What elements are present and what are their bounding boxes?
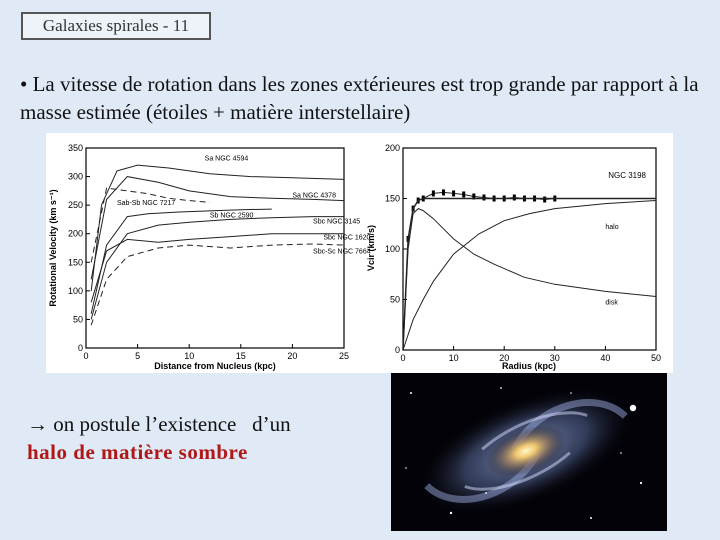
series-label: Sa NGC 4594 bbox=[205, 156, 249, 163]
right-galaxy-label: NGC 3198 bbox=[608, 171, 646, 180]
series-label: halo bbox=[605, 224, 618, 231]
series-line bbox=[90, 187, 210, 263]
right-y-axis-label: Vcir (km/s) bbox=[366, 225, 376, 271]
spiral-galaxy-image bbox=[391, 373, 667, 531]
x-tick-label: 5 bbox=[135, 351, 140, 361]
background-stars bbox=[405, 387, 643, 519]
y-tick-label: 50 bbox=[73, 314, 83, 324]
left-y-axis-label: Rotational Velocity (km s⁻¹) bbox=[48, 189, 58, 306]
data-point bbox=[441, 189, 445, 196]
data-point bbox=[482, 194, 486, 201]
bullet-text: • La vitesse de rotation dans les zones … bbox=[20, 72, 699, 124]
series-line bbox=[90, 233, 344, 303]
right-axis-ticks: 0 10 20 30 40 50 0 50 100 150 200 bbox=[385, 143, 661, 363]
conclusion-text: → on postule l’existence d’un halo de ma… bbox=[27, 410, 291, 466]
left-series-labels: Sa NGC 4594 Sa NGC 4378 Sab-Sb NGC 7217 Sb … bbox=[117, 156, 371, 256]
x-tick-label: 10 bbox=[184, 351, 194, 361]
right-series-labels: disk halo bbox=[605, 224, 618, 307]
data-point bbox=[452, 190, 456, 197]
x-tick-label: 40 bbox=[600, 353, 610, 363]
x-tick-label: 15 bbox=[236, 351, 246, 361]
slide-title: Galaxies spirales - 11 bbox=[42, 16, 190, 35]
series-line bbox=[402, 208, 657, 351]
x-tick-label: 25 bbox=[339, 351, 349, 361]
y-tick-label: 200 bbox=[68, 229, 83, 239]
x-tick-label: 10 bbox=[449, 353, 459, 363]
right-x-axis-label: Radius (kpc) bbox=[502, 361, 556, 371]
series-label: Sbc NGC 3145 bbox=[313, 218, 360, 225]
y-tick-label: 100 bbox=[68, 286, 83, 296]
data-point bbox=[462, 191, 466, 198]
data-point bbox=[431, 190, 435, 197]
left-x-axis-label: Distance from Nucleus (kpc) bbox=[154, 361, 276, 371]
y-tick-label: 150 bbox=[68, 257, 83, 267]
conclusion-highlight: halo de matière sombre bbox=[27, 440, 248, 464]
left-series-group bbox=[90, 164, 345, 326]
left-plot-frame bbox=[85, 147, 345, 349]
series-label: Sab-Sb NGC 7217 bbox=[117, 200, 175, 207]
series-line bbox=[90, 243, 345, 326]
data-point bbox=[543, 196, 547, 203]
series-line bbox=[402, 197, 656, 351]
series-label: disk bbox=[605, 300, 618, 307]
series-label: Sbc-Sc NGC 7664 bbox=[313, 249, 371, 256]
right-series-group bbox=[402, 189, 657, 351]
data-point bbox=[472, 193, 476, 200]
series-label: Sbc NGC 1620 bbox=[323, 234, 370, 241]
galaxy-photo bbox=[391, 373, 667, 531]
series-line bbox=[90, 176, 345, 280]
x-tick-label: 20 bbox=[287, 351, 297, 361]
series-line bbox=[402, 200, 657, 351]
data-point bbox=[512, 194, 516, 201]
y-tick-label: 0 bbox=[78, 343, 83, 353]
y-tick-label: 300 bbox=[68, 172, 83, 182]
series-line bbox=[90, 208, 272, 314]
conclusion-prefix: → on postule l’existence d’un bbox=[27, 412, 291, 436]
y-tick-label: 150 bbox=[385, 194, 400, 204]
x-tick-label: 0 bbox=[400, 353, 405, 363]
series-label: Sa NGC 4378 bbox=[292, 193, 336, 200]
slide-title-box: Galaxies spirales - 11 bbox=[21, 12, 211, 40]
x-tick-label: 0 bbox=[83, 351, 88, 361]
x-tick-label: 30 bbox=[550, 353, 560, 363]
y-tick-label: 200 bbox=[385, 143, 400, 153]
x-tick-label: 20 bbox=[499, 353, 509, 363]
rotation-curves-figure: 0 5 10 15 20 25 0 50 100 150 200 250 300 350 Sa NGC 4… bbox=[46, 133, 673, 373]
y-tick-label: 100 bbox=[385, 244, 400, 254]
series-line bbox=[90, 216, 344, 320]
series-label: Sb NGC 2590 bbox=[210, 213, 254, 220]
y-tick-label: 250 bbox=[68, 200, 83, 210]
y-tick-label: 0 bbox=[395, 345, 400, 355]
y-tick-label: 50 bbox=[390, 295, 400, 305]
x-tick-label: 50 bbox=[651, 353, 661, 363]
y-tick-label: 350 bbox=[68, 143, 83, 153]
series-line bbox=[90, 164, 345, 291]
